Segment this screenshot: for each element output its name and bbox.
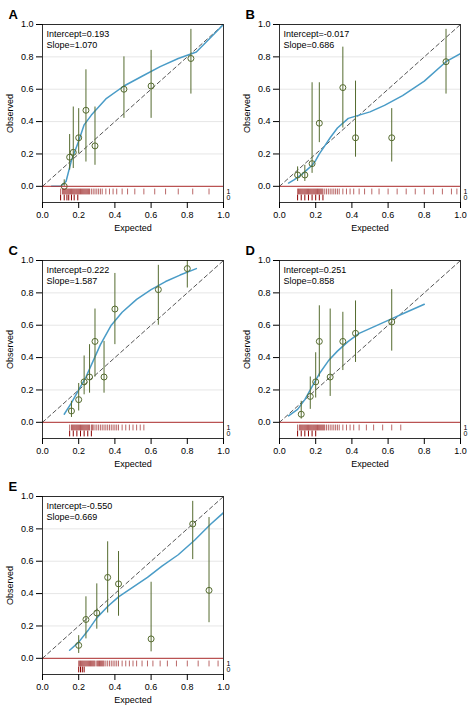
svg-text:D: D (246, 243, 255, 258)
svg-text:0.8: 0.8 (418, 446, 431, 456)
svg-text:0.8: 0.8 (258, 288, 271, 298)
svg-text:0.0: 0.0 (36, 446, 49, 456)
svg-text:0.8: 0.8 (258, 52, 271, 62)
svg-text:1.0: 1.0 (217, 682, 230, 692)
svg-text:Expected: Expected (114, 223, 152, 233)
svg-text:Observed: Observed (5, 330, 15, 369)
svg-text:0.2: 0.2 (72, 210, 85, 220)
svg-text:0.8: 0.8 (181, 682, 194, 692)
svg-text:Expected: Expected (351, 459, 389, 469)
svg-text:0: 0 (464, 194, 468, 201)
svg-text:0.6: 0.6 (258, 320, 271, 330)
svg-text:0.2: 0.2 (21, 149, 34, 159)
svg-text:0: 0 (227, 666, 231, 673)
svg-text:Intercept=0.222Slope=1.587: Intercept=0.222Slope=1.587 (47, 264, 110, 285)
svg-text:0.2: 0.2 (258, 385, 271, 395)
svg-text:1.0: 1.0 (21, 19, 34, 29)
svg-text:0.2: 0.2 (258, 149, 271, 159)
svg-text:Observed: Observed (242, 94, 252, 133)
svg-text:0.6: 0.6 (382, 210, 395, 220)
svg-text:1.0: 1.0 (258, 19, 271, 29)
svg-text:0.0: 0.0 (21, 181, 34, 191)
svg-text:Observed: Observed (242, 330, 252, 369)
svg-text:Observed: Observed (5, 94, 15, 133)
svg-text:0.6: 0.6 (382, 446, 395, 456)
svg-text:Intercept=0.193Slope=1.070: Intercept=0.193Slope=1.070 (47, 28, 110, 49)
svg-text:0.2: 0.2 (21, 385, 34, 395)
svg-text:B: B (246, 7, 255, 22)
svg-text:A: A (9, 7, 19, 22)
svg-text:E: E (9, 479, 18, 494)
svg-text:0.4: 0.4 (258, 352, 271, 362)
svg-text:0.2: 0.2 (309, 210, 322, 220)
svg-text:Intercept=-0.550Slope=0.669: Intercept=-0.550Slope=0.669 (47, 500, 113, 521)
svg-text:0.4: 0.4 (109, 210, 122, 220)
svg-text:0.6: 0.6 (21, 556, 34, 566)
svg-text:1: 1 (226, 188, 231, 196)
svg-text:1.0: 1.0 (217, 210, 230, 220)
svg-text:0.6: 0.6 (21, 320, 34, 330)
svg-text:0.0: 0.0 (36, 210, 49, 220)
svg-text:0.4: 0.4 (109, 682, 122, 692)
svg-text:1.0: 1.0 (21, 255, 34, 265)
svg-text:0.6: 0.6 (145, 446, 158, 456)
svg-text:1.0: 1.0 (454, 210, 467, 220)
svg-text:Expected: Expected (351, 223, 389, 233)
svg-text:0.0: 0.0 (273, 210, 286, 220)
svg-text:Observed: Observed (5, 566, 15, 605)
svg-text:C: C (9, 243, 19, 258)
svg-text:0: 0 (227, 430, 231, 437)
svg-text:0: 0 (227, 194, 231, 201)
svg-text:0.8: 0.8 (21, 288, 34, 298)
svg-text:0.6: 0.6 (21, 84, 34, 94)
svg-text:1: 1 (226, 424, 231, 432)
svg-text:1: 1 (463, 424, 468, 432)
svg-text:0.2: 0.2 (309, 446, 322, 456)
svg-text:0.8: 0.8 (181, 446, 194, 456)
svg-text:0.8: 0.8 (181, 210, 194, 220)
svg-text:1.0: 1.0 (454, 446, 467, 456)
svg-text:1: 1 (463, 188, 468, 196)
svg-text:0.4: 0.4 (21, 588, 34, 598)
svg-text:1.0: 1.0 (217, 446, 230, 456)
svg-text:0.0: 0.0 (21, 417, 34, 427)
svg-text:0.8: 0.8 (21, 524, 34, 534)
svg-text:Intercept=0.251Slope=0.858: Intercept=0.251Slope=0.858 (284, 264, 347, 285)
svg-text:0.4: 0.4 (21, 116, 34, 126)
svg-text:0.0: 0.0 (36, 682, 49, 692)
svg-text:1: 1 (226, 660, 231, 668)
svg-text:Expected: Expected (114, 459, 152, 469)
svg-text:0.6: 0.6 (258, 84, 271, 94)
svg-text:0.4: 0.4 (346, 446, 359, 456)
svg-text:Expected: Expected (114, 695, 152, 705)
svg-text:0.4: 0.4 (21, 352, 34, 362)
svg-text:0.2: 0.2 (21, 621, 34, 631)
svg-text:0.8: 0.8 (21, 52, 34, 62)
svg-text:0: 0 (464, 430, 468, 437)
svg-text:0.0: 0.0 (21, 653, 34, 663)
svg-text:Intercept=-0.017Slope=0.686: Intercept=-0.017Slope=0.686 (284, 28, 350, 49)
svg-text:1.0: 1.0 (21, 491, 34, 501)
svg-text:0.6: 0.6 (145, 210, 158, 220)
svg-text:0.4: 0.4 (258, 116, 271, 126)
svg-text:0.4: 0.4 (109, 446, 122, 456)
svg-text:0.2: 0.2 (72, 682, 85, 692)
svg-text:0.2: 0.2 (72, 446, 85, 456)
svg-text:0.0: 0.0 (258, 181, 271, 191)
svg-text:0.4: 0.4 (346, 210, 359, 220)
svg-text:0.6: 0.6 (145, 682, 158, 692)
svg-text:0.0: 0.0 (258, 417, 271, 427)
svg-text:0.0: 0.0 (273, 446, 286, 456)
svg-text:1.0: 1.0 (258, 255, 271, 265)
svg-text:0.8: 0.8 (418, 210, 431, 220)
